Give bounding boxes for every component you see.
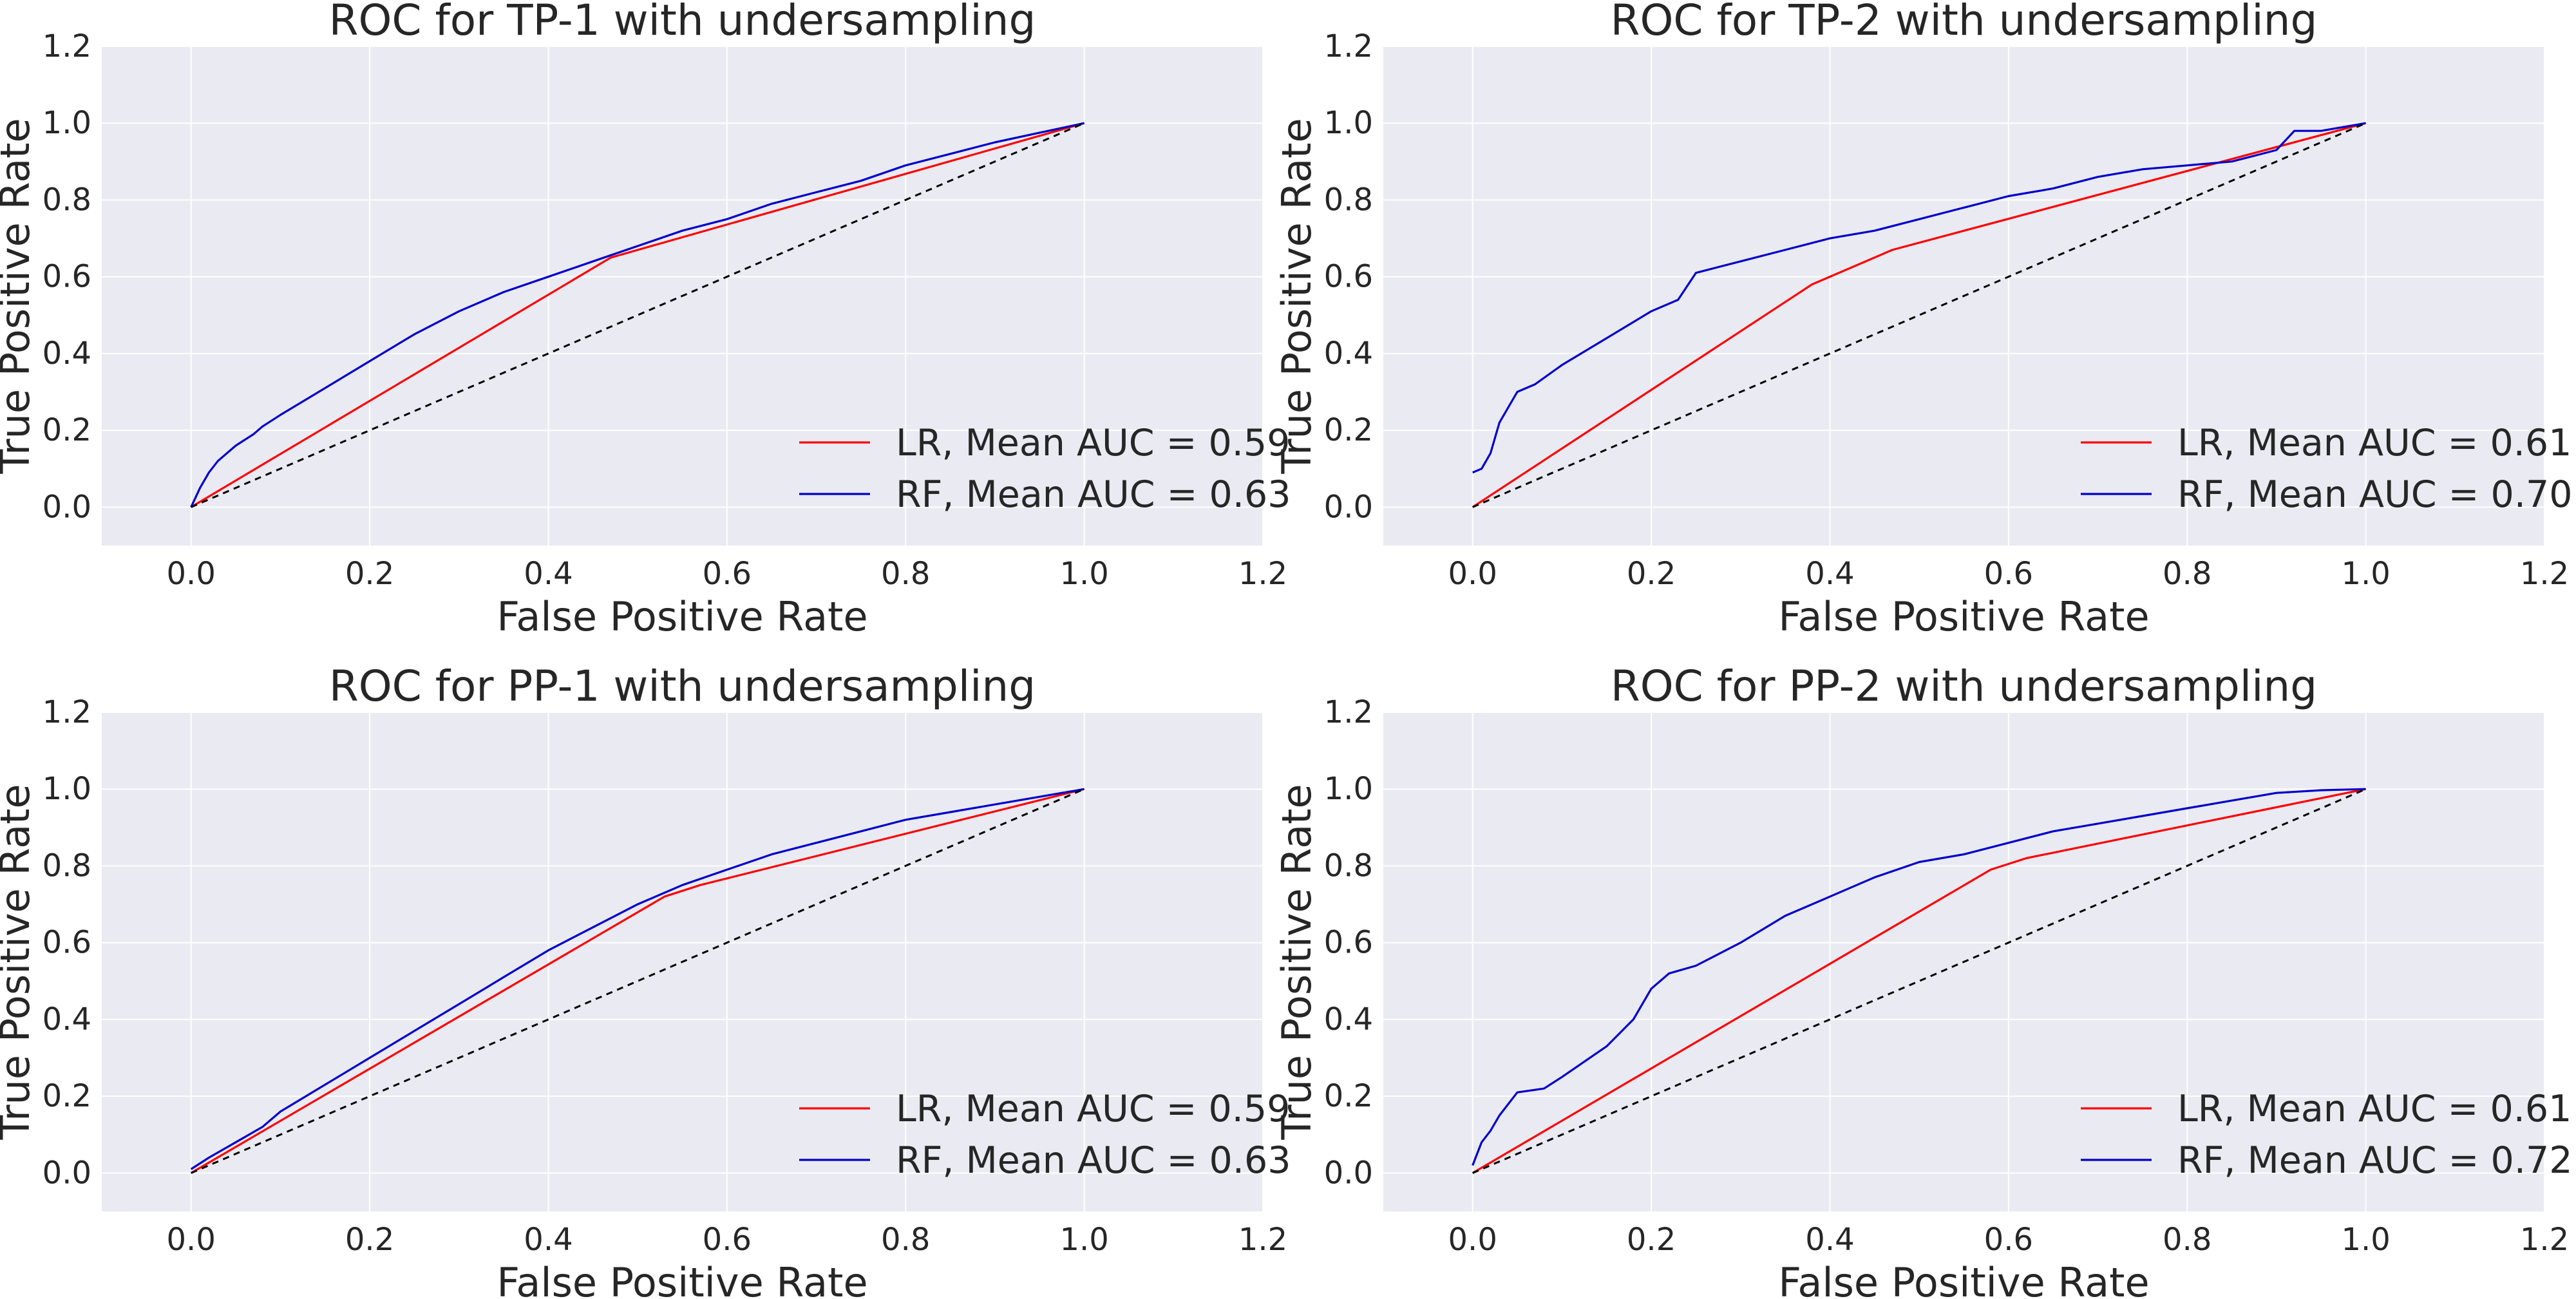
y-tick-label: 1.2	[1324, 28, 1373, 64]
y-tick-label: 0.4	[1324, 336, 1373, 372]
x-tick-label: 1.0	[1059, 1222, 1108, 1258]
legend: LR, Mean AUC = 0.59 RF, Mean AUC = 0.63	[799, 422, 1291, 516]
y-tick-label: 0.0	[1324, 489, 1373, 525]
x-tick-label: 0.2	[1627, 556, 1676, 592]
lr-roc-line	[190, 122, 1085, 508]
y-tick-label: 1.0	[43, 105, 91, 141]
x-tick-label: 0.2	[345, 556, 394, 592]
rf-roc-line	[1472, 788, 2366, 1166]
y-tick-label: 0.8	[43, 848, 91, 884]
y-tick-label: 0.8	[43, 182, 91, 218]
y-tick-label: 1.2	[1324, 694, 1373, 730]
legend-entry: LR, Mean AUC = 0.61	[2177, 1088, 2571, 1130]
y-tick-label: 1.0	[1324, 105, 1373, 141]
chart-title: ROC for TP-1 with undersampling	[329, 0, 1036, 45]
legend-entry: LR, Mean AUC = 0.59	[896, 1088, 1290, 1130]
y-tick-label: 0.0	[43, 489, 91, 525]
rf-roc-line	[190, 122, 1084, 508]
x-tick-label: 0.4	[524, 1222, 573, 1258]
x-tick-label: 1.0	[2341, 556, 2390, 592]
rf-roc-line	[1472, 122, 2366, 474]
chart-title: ROC for PP-1 with undersampling	[329, 661, 1036, 711]
y-axis-label: True Positive Rate	[1273, 118, 1320, 474]
y-tick-label: 0.2	[1324, 1078, 1373, 1114]
legend: LR, Mean AUC = 0.59 RF, Mean AUC = 0.63	[799, 1088, 1291, 1182]
x-tick-label: 1.2	[2520, 1222, 2569, 1258]
lr-roc-line	[190, 788, 1084, 1174]
y-axis-label: True Positive Rate	[1273, 784, 1320, 1140]
x-tick-label: 0.2	[1627, 1222, 1676, 1258]
y-axis-label: True Positive Rate	[0, 784, 39, 1140]
y-tick-label: 0.6	[1324, 925, 1373, 961]
y-tick-label: 0.8	[1324, 182, 1373, 218]
y-tick-label: 0.4	[43, 336, 91, 372]
x-axis-label: False Positive Rate	[497, 1259, 867, 1299]
x-tick-label: 0.6	[703, 1222, 752, 1258]
legend: LR, Mean AUC = 0.61 RF, Mean AUC = 0.70	[2081, 422, 2572, 516]
roc-panel-4: 0.0 0.2 0.4 0.6 0.8 1.0 1.2 0.0 0.2 0.4 0.6 0.8 1.0 1…	[1273, 661, 2572, 1299]
x-tick-label: 0.6	[1984, 1222, 2033, 1258]
y-tick-label: 1.0	[1324, 771, 1373, 807]
lr-roc-line	[1472, 122, 2367, 508]
x-tick-label: 1.0	[2341, 1222, 2390, 1258]
x-tick-label: 0.6	[1984, 556, 2033, 592]
y-tick-label: 1.2	[43, 694, 91, 730]
x-tick-label: 0.0	[1448, 556, 1497, 592]
y-tick-label: 1.2	[43, 28, 91, 64]
x-tick-label: 0.6	[703, 556, 752, 592]
x-axis-label: False Positive Rate	[1778, 593, 2149, 640]
x-tick-label: 1.2	[1238, 556, 1287, 592]
y-tick-label: 0.8	[1324, 848, 1373, 884]
y-tick-label: 0.2	[43, 1078, 91, 1114]
x-tick-label: 1.2	[2520, 556, 2569, 592]
y-tick-label: 0.4	[43, 1001, 91, 1038]
y-tick-label: 0.6	[1324, 259, 1373, 295]
y-axis-label: True Positive Rate	[0, 118, 39, 474]
rf-roc-line	[190, 788, 1084, 1170]
y-tick-label: 0.2	[1324, 412, 1373, 448]
x-tick-label: 0.8	[2163, 556, 2211, 592]
y-tick-label: 0.0	[43, 1155, 91, 1191]
x-tick-label: 0.4	[524, 556, 573, 592]
x-tick-label: 0.0	[167, 1222, 216, 1258]
lr-roc-line	[1472, 788, 2366, 1174]
legend-entry: LR, Mean AUC = 0.59	[896, 422, 1290, 464]
legend-entry: LR, Mean AUC = 0.61	[2177, 422, 2571, 464]
y-tick-label: 0.6	[43, 259, 91, 295]
x-tick-label: 1.0	[1059, 556, 1108, 592]
chart-title: ROC for PP-2 with undersampling	[1611, 661, 2317, 711]
roc-panel-2: 0.0 0.2 0.4 0.6 0.8 1.0 1.2 0.0 0.2 0.4 0.6 0.8 1.0 1…	[1273, 0, 2572, 640]
legend-entry: RF, Mean AUC = 0.63	[896, 1139, 1291, 1182]
x-axis-label: False Positive Rate	[1778, 1259, 2149, 1299]
roc-panel-1: 0.0 0.2 0.4 0.6 0.8 1.0 1.2 0.0 0.2 0.4 0.6 0.8 1.0 1…	[0, 0, 1291, 640]
roc-panel-3: 0.0 0.2 0.4 0.6 0.8 1.0 1.2 0.0 0.2 0.4 0.6 0.8 1.0 1…	[0, 661, 1291, 1299]
x-axis-label: False Positive Rate	[497, 593, 867, 640]
x-tick-label: 0.8	[881, 556, 930, 592]
x-tick-label: 0.4	[1805, 556, 1854, 592]
chart-title: ROC for TP-2 with undersampling	[1611, 0, 2318, 45]
x-tick-label: 1.2	[1238, 1222, 1287, 1258]
y-tick-label: 0.2	[43, 412, 91, 448]
x-tick-label: 0.8	[2163, 1222, 2211, 1258]
x-tick-label: 0.0	[167, 556, 216, 592]
legend-entry: RF, Mean AUC = 0.70	[2177, 473, 2572, 516]
y-tick-label: 0.4	[1324, 1001, 1373, 1038]
x-tick-label: 0.4	[1805, 1222, 1854, 1258]
legend-entry: RF, Mean AUC = 0.72	[2177, 1139, 2572, 1182]
legend-entry: RF, Mean AUC = 0.63	[896, 473, 1291, 516]
y-tick-label: 0.0	[1324, 1155, 1373, 1191]
x-tick-label: 0.2	[345, 1222, 394, 1258]
y-tick-label: 1.0	[43, 771, 91, 807]
x-tick-label: 0.0	[1448, 1222, 1497, 1258]
x-tick-label: 0.8	[881, 1222, 930, 1258]
y-tick-label: 0.6	[43, 925, 91, 961]
legend: LR, Mean AUC = 0.61 RF, Mean AUC = 0.72	[2081, 1088, 2572, 1182]
